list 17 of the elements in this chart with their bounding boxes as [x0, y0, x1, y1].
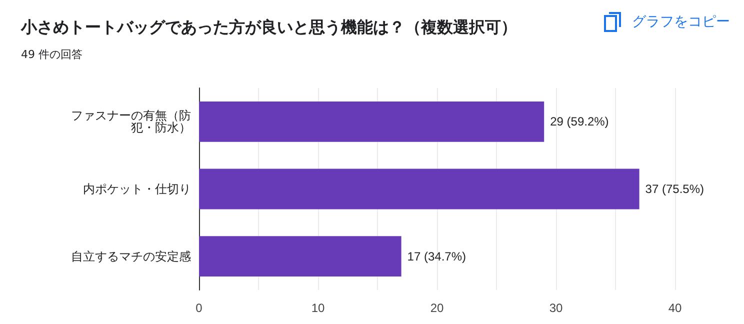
x-tick-label: 20 [430, 301, 444, 315]
bar [199, 168, 640, 210]
data-label: 29 (59.2%) [550, 114, 609, 129]
data-label: 17 (34.7%) [407, 249, 466, 264]
text: グラフをコピー [632, 13, 730, 31]
y-tick-label: ファスナーの有無（防犯・防水） [71, 108, 191, 135]
text: 49 件の回答 [21, 48, 82, 61]
x-tick-label: 40 [668, 301, 682, 315]
y-tick-label: 内ポケット・仕切り [83, 182, 191, 196]
bar [199, 101, 544, 142]
x-tick-label: 0 [196, 301, 203, 315]
data-label: 37 (75.5%) [645, 182, 704, 196]
chart-title: 小さめトートバッグであった方が良いと思う機能は？（複数選択可） [20, 18, 517, 36]
x-tick-label: 10 [311, 301, 325, 315]
bar [199, 236, 402, 277]
x-tick-label: 30 [549, 301, 563, 315]
y-tick-label: 自立するマチの安定感 [71, 249, 191, 264]
